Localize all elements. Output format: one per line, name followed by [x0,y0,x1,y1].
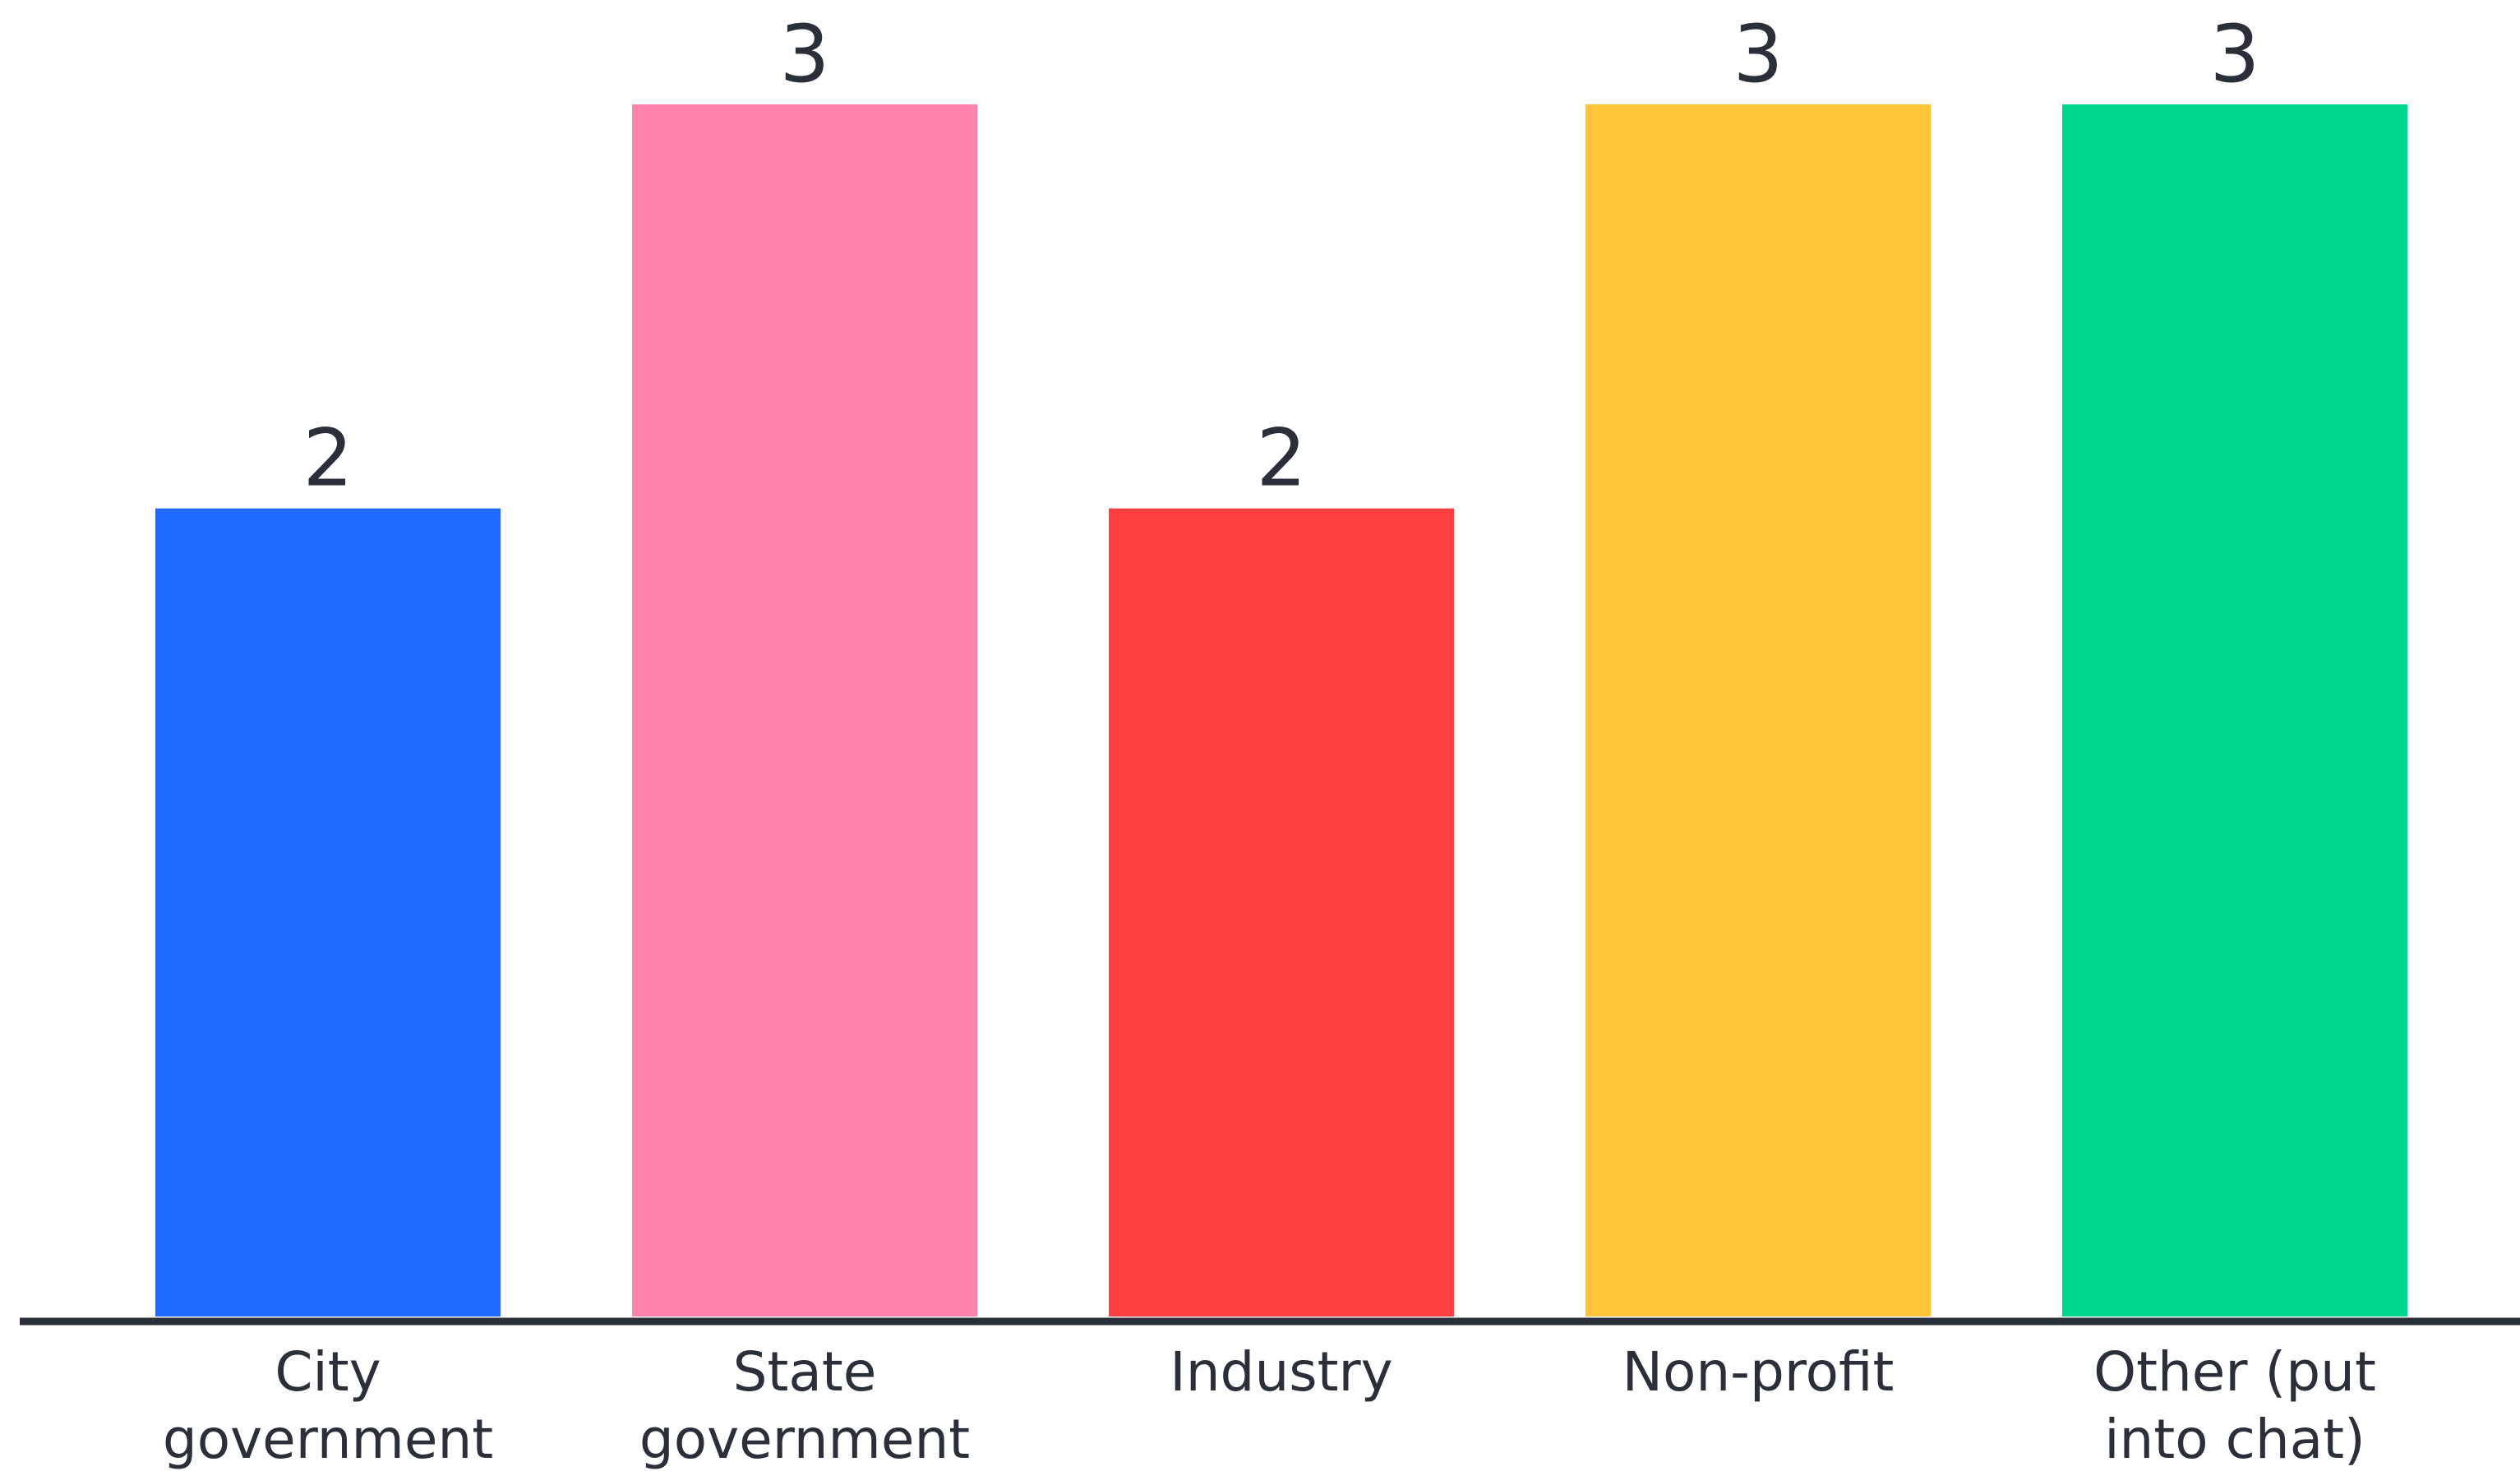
value-label-3: 3 [1733,8,1783,100]
category-label-1-line-0: State [733,1340,877,1404]
category-label-2: Industry [1170,1340,1392,1404]
bars-group [155,104,2407,1317]
category-label-0-line-1: government [163,1408,493,1471]
bar-0 [155,508,501,1317]
category-label-0-line-0: City [275,1340,381,1404]
category-label-4: Other (put into chat) [2093,1340,2376,1471]
bar-1 [632,104,977,1317]
category-label-1: State government [639,1340,970,1471]
value-label-4: 3 [2209,8,2259,100]
category-label-1-line-1: government [639,1408,970,1471]
category-label-2-line-0: Industry [1170,1340,1392,1404]
value-label-0: 2 [302,413,353,505]
value-label-2: 2 [1256,413,1306,505]
value-labels-group: 2 3 2 3 3 [302,8,2259,505]
category-label-3: Non-profit [1622,1340,1895,1404]
category-label-3-line-0: Non-profit [1622,1340,1895,1404]
bar-4 [2062,104,2407,1317]
bar-3 [1585,104,1931,1317]
bar-2 [1109,508,1454,1317]
category-label-4-line-0: Other (put [2093,1340,2376,1404]
value-label-1: 3 [779,8,829,100]
category-label-0: City government [163,1340,493,1471]
category-label-4-line-1: into chat) [2104,1408,2365,1471]
